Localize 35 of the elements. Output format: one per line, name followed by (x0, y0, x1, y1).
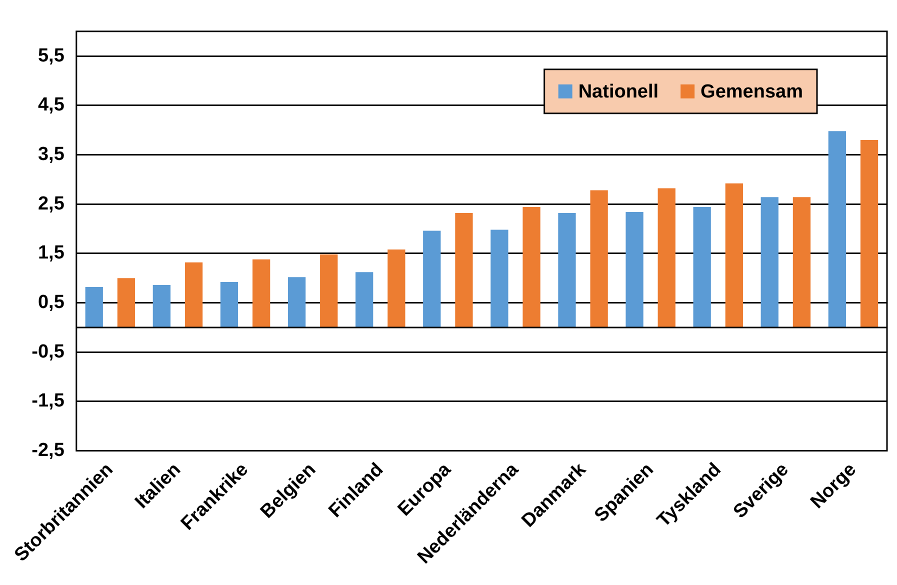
bar (760, 197, 778, 328)
y-tick-label: -2,5 (32, 440, 65, 462)
legend-label: Nationell (578, 82, 659, 103)
bar (252, 259, 270, 328)
bar (626, 212, 644, 328)
bar (288, 277, 306, 328)
bar (558, 212, 576, 328)
y-tick-label: 2,5 (38, 193, 65, 214)
bar (423, 230, 441, 328)
bar (590, 190, 608, 328)
bar (152, 285, 171, 328)
bar (693, 207, 711, 328)
y-tick-label: 3,5 (38, 144, 65, 165)
bar (860, 140, 878, 328)
bar (490, 230, 508, 328)
bar (522, 207, 540, 328)
bar (320, 254, 338, 328)
bar (792, 197, 811, 328)
bar (658, 188, 676, 328)
bar (725, 183, 743, 328)
bar (117, 278, 136, 328)
y-tick-label: -0,5 (32, 341, 65, 362)
bar (85, 286, 103, 328)
bar (220, 282, 238, 328)
y-tick-label: 5,5 (38, 45, 65, 66)
y-tick-label: 0,5 (38, 292, 65, 314)
y-tick-label: -1,5 (32, 390, 65, 412)
legend-label: Gemensam (700, 82, 804, 103)
y-tick-label: 1,5 (38, 242, 65, 264)
bar (356, 272, 374, 328)
bar (455, 212, 473, 328)
bar (828, 131, 846, 328)
y-tick-label: 4,5 (38, 94, 65, 116)
bar (388, 249, 406, 328)
bar (184, 262, 203, 328)
